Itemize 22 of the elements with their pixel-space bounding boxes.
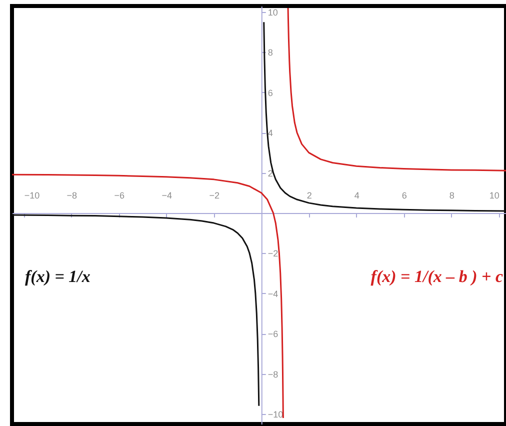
y-tick-label: −6 [268, 329, 278, 340]
x-tick-label: −2 [209, 190, 220, 200]
x-tick-label: 8 [449, 190, 454, 200]
x-tick-label: −4 [162, 190, 172, 200]
x-tick-label: 6 [402, 190, 407, 200]
x-tick-label: −8 [66, 190, 78, 200]
y-tick-label: 6 [268, 88, 273, 98]
y-tick-label: −10 [268, 409, 284, 420]
y-tick-label: −2 [268, 248, 278, 259]
x-tick-label: −6 [114, 190, 125, 200]
y-tick-label: −8 [268, 369, 278, 380]
x-tick-label: 10 [489, 190, 500, 200]
text: f(x) = 1/(x – b ) + c [370, 266, 504, 286]
text: f(x) = 1/x [25, 266, 91, 286]
y-tick-label: 10 [268, 8, 278, 18]
y-tick-label: 2 [268, 168, 273, 178]
x-tick-label: −10 [24, 190, 40, 200]
y-tick-label: −4 [268, 288, 278, 299]
y-tick-label: 4 [268, 128, 273, 138]
x-tick-label: 4 [354, 190, 360, 200]
y-tick-label: 8 [268, 48, 273, 58]
x-tick-label: 2 [306, 190, 312, 200]
